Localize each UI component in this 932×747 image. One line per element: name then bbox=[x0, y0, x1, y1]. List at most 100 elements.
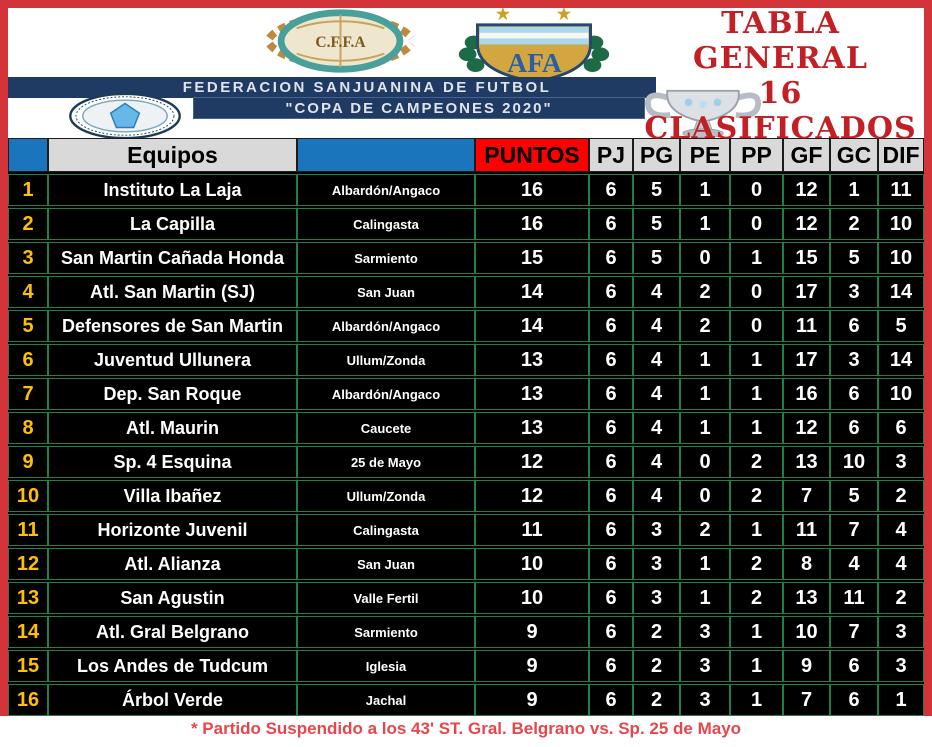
stat-gc: 6 bbox=[830, 378, 878, 410]
stat-pg: 2 bbox=[633, 684, 680, 716]
stat-gc: 5 bbox=[830, 480, 878, 512]
team-region: Sarmiento bbox=[297, 242, 475, 274]
stat-gf: 7 bbox=[783, 480, 830, 512]
stat-pg: 4 bbox=[633, 446, 680, 478]
team-name: San Martin Cañada Honda bbox=[48, 242, 297, 274]
afa-crest-icon: ★ ★ AFA bbox=[448, 1, 620, 90]
stat-pg: 5 bbox=[633, 242, 680, 274]
stat-pj: 6 bbox=[589, 650, 633, 682]
header-equipos: Equipos bbox=[48, 138, 297, 172]
stat-gf: 11 bbox=[783, 310, 830, 342]
team-name: Atl. Alianza bbox=[48, 548, 297, 580]
stat-pp: 2 bbox=[730, 582, 783, 614]
stat-puntos: 13 bbox=[475, 344, 589, 376]
stat-dif: 3 bbox=[878, 446, 924, 478]
stat-gc: 3 bbox=[830, 276, 878, 308]
team-name: Atl. San Martin (SJ) bbox=[48, 276, 297, 308]
stat-pp: 0 bbox=[730, 174, 783, 206]
team-name: Instituto La Laja bbox=[48, 174, 297, 206]
stat-pe: 1 bbox=[680, 174, 730, 206]
team-name: Los Andes de Tudcum bbox=[48, 650, 297, 682]
stat-puntos: 12 bbox=[475, 480, 589, 512]
header-pe: PE bbox=[680, 138, 730, 172]
stat-pj: 6 bbox=[589, 684, 633, 716]
federation-banner: FEDERACION SANJUANINA DE FUTBOL bbox=[8, 77, 656, 98]
stat-puntos: 9 bbox=[475, 616, 589, 648]
stat-pg: 4 bbox=[633, 412, 680, 444]
stat-pe: 2 bbox=[680, 514, 730, 546]
team-name: Villa Ibañez bbox=[48, 480, 297, 512]
stat-pg: 4 bbox=[633, 310, 680, 342]
stat-pp: 0 bbox=[730, 208, 783, 240]
row-position: 9 bbox=[8, 446, 48, 478]
stat-pe: 2 bbox=[680, 310, 730, 342]
stat-pp: 2 bbox=[730, 480, 783, 512]
stat-pp: 0 bbox=[730, 310, 783, 342]
stat-pe: 1 bbox=[680, 412, 730, 444]
stat-gf: 13 bbox=[783, 446, 830, 478]
team-region: Valle Fertil bbox=[297, 582, 475, 614]
row-position: 11 bbox=[8, 514, 48, 546]
stat-pj: 6 bbox=[589, 208, 633, 240]
stat-dif: 1 bbox=[878, 684, 924, 716]
team-region: Albardón/Angaco bbox=[297, 378, 475, 410]
cefa-logo-icon: C.F.F.A bbox=[248, 4, 433, 81]
stat-pj: 6 bbox=[589, 616, 633, 648]
afa-label: AFA bbox=[507, 47, 562, 78]
stat-gc: 4 bbox=[830, 548, 878, 580]
row-position: 15 bbox=[8, 650, 48, 682]
stat-pg: 5 bbox=[633, 174, 680, 206]
stat-pj: 6 bbox=[589, 242, 633, 274]
team-name: Defensores de San Martin bbox=[48, 310, 297, 342]
stat-pj: 6 bbox=[589, 480, 633, 512]
row-position: 3 bbox=[8, 242, 48, 274]
row-position: 2 bbox=[8, 208, 48, 240]
stat-pe: 1 bbox=[680, 378, 730, 410]
stat-puntos: 14 bbox=[475, 310, 589, 342]
stat-dif: 2 bbox=[878, 480, 924, 512]
stat-puntos: 10 bbox=[475, 548, 589, 580]
stat-gf: 17 bbox=[783, 276, 830, 308]
stat-pg: 5 bbox=[633, 208, 680, 240]
header-pj: PJ bbox=[589, 138, 633, 172]
stat-pe: 3 bbox=[680, 684, 730, 716]
stat-pe: 0 bbox=[680, 480, 730, 512]
team-name: La Capilla bbox=[48, 208, 297, 240]
standings-table: Equipos PUNTOS PJ PG PE PP GF GC DIF 1 In… bbox=[8, 138, 924, 716]
stat-dif: 3 bbox=[878, 616, 924, 648]
stat-dif: 4 bbox=[878, 548, 924, 580]
page-title: TABLA GENERAL 16 CLASIFICADOS bbox=[633, 6, 928, 146]
stat-puntos: 13 bbox=[475, 378, 589, 410]
stat-gf: 12 bbox=[783, 412, 830, 444]
header-puntos: PUNTOS bbox=[475, 138, 589, 172]
stat-gf: 15 bbox=[783, 242, 830, 274]
team-region: Albardón/Angaco bbox=[297, 310, 475, 342]
stat-pe: 3 bbox=[680, 650, 730, 682]
stat-gc: 5 bbox=[830, 242, 878, 274]
stat-pe: 1 bbox=[680, 344, 730, 376]
header-gf: GF bbox=[783, 138, 830, 172]
stat-pj: 6 bbox=[589, 446, 633, 478]
stat-pg: 2 bbox=[633, 616, 680, 648]
stat-pe: 2 bbox=[680, 276, 730, 308]
team-name: Árbol Verde bbox=[48, 684, 297, 716]
row-position: 6 bbox=[8, 344, 48, 376]
stat-pe: 1 bbox=[680, 548, 730, 580]
stat-dif: 14 bbox=[878, 276, 924, 308]
stat-gf: 8 bbox=[783, 548, 830, 580]
header-region-cell bbox=[297, 138, 475, 172]
stat-gc: 2 bbox=[830, 208, 878, 240]
stat-pp: 1 bbox=[730, 514, 783, 546]
row-position: 1 bbox=[8, 174, 48, 206]
stat-dif: 14 bbox=[878, 344, 924, 376]
row-position: 4 bbox=[8, 276, 48, 308]
stat-pg: 4 bbox=[633, 344, 680, 376]
team-region: Calingasta bbox=[297, 514, 475, 546]
stat-gf: 10 bbox=[783, 616, 830, 648]
stat-gf: 17 bbox=[783, 344, 830, 376]
stat-gf: 16 bbox=[783, 378, 830, 410]
stat-puntos: 12 bbox=[475, 446, 589, 478]
team-name: Atl. Maurin bbox=[48, 412, 297, 444]
stat-dif: 4 bbox=[878, 514, 924, 546]
